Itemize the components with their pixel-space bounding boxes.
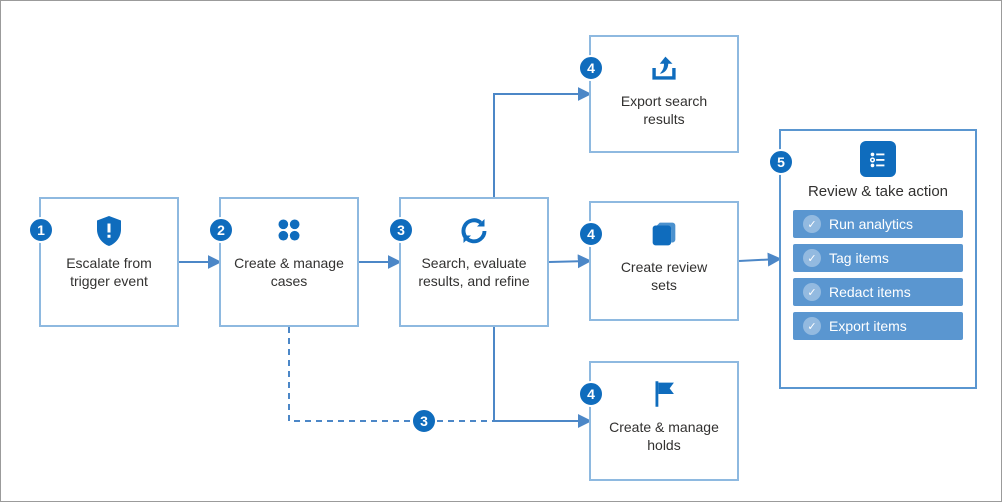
action-item: ✓ Run analytics (793, 210, 963, 238)
workflow-node-n5: Review & take action ✓ Run analytics ✓ Tag i… (779, 129, 977, 389)
check-icon: ✓ (803, 317, 821, 335)
workflow-node-n3: Search, evaluateresults, and refine3 (399, 197, 549, 327)
flag-icon (646, 377, 682, 413)
connector (739, 259, 779, 261)
action-item-label: Run analytics (829, 216, 913, 232)
connector (494, 327, 589, 421)
workflow-node-n2: Create & managecases2 (219, 197, 359, 327)
workflow-node-n1: Escalate fromtrigger event1 (39, 197, 179, 327)
action-item: ✓ Tag items (793, 244, 963, 272)
action-title: Review & take action (781, 183, 975, 200)
workflow-diagram: Escalate fromtrigger event1 Create & mana… (0, 0, 1002, 502)
action-item: ✓ Export items (793, 312, 963, 340)
refresh-icon (456, 213, 492, 249)
action-item-label: Redact items (829, 284, 911, 300)
step-badge: 4 (578, 221, 604, 247)
node-label: Escalate fromtrigger event (60, 255, 158, 290)
action-item: ✓ Redact items (793, 278, 963, 306)
action-list: ✓ Run analytics ✓ Tag items ✓ Redact items ✓ Ex… (781, 210, 975, 340)
step-badge: 4 (578, 55, 604, 81)
step-badge: 3 (388, 217, 414, 243)
workflow-node-n4a: Export searchresults4 (589, 35, 739, 153)
node-label: Export searchresults (615, 93, 713, 128)
step-badge: 3 (411, 408, 437, 434)
checklist-icon (860, 141, 896, 177)
stack-icon (646, 217, 682, 253)
shield-icon (91, 213, 127, 249)
workflow-node-n4c: Create & manageholds4 (589, 361, 739, 481)
connector (494, 94, 589, 197)
step-badge: 1 (28, 217, 54, 243)
connector (549, 261, 589, 262)
check-icon: ✓ (803, 283, 821, 301)
node-label: Create & managecases (228, 255, 350, 290)
step-badge: 2 (208, 217, 234, 243)
node-label: Search, evaluateresults, and refine (412, 255, 535, 290)
connector (289, 327, 589, 421)
node-label: Create & manageholds (603, 419, 725, 454)
step-badge: 4 (578, 381, 604, 407)
action-item-label: Tag items (829, 250, 889, 266)
step-badge: 5 (768, 149, 794, 175)
share-icon (646, 51, 682, 87)
workflow-node-n4b: Create reviewsets4 (589, 201, 739, 321)
action-item-label: Export items (829, 318, 907, 334)
check-icon: ✓ (803, 249, 821, 267)
node-label: Create reviewsets (615, 259, 713, 294)
check-icon: ✓ (803, 215, 821, 233)
dots-icon (271, 213, 307, 249)
